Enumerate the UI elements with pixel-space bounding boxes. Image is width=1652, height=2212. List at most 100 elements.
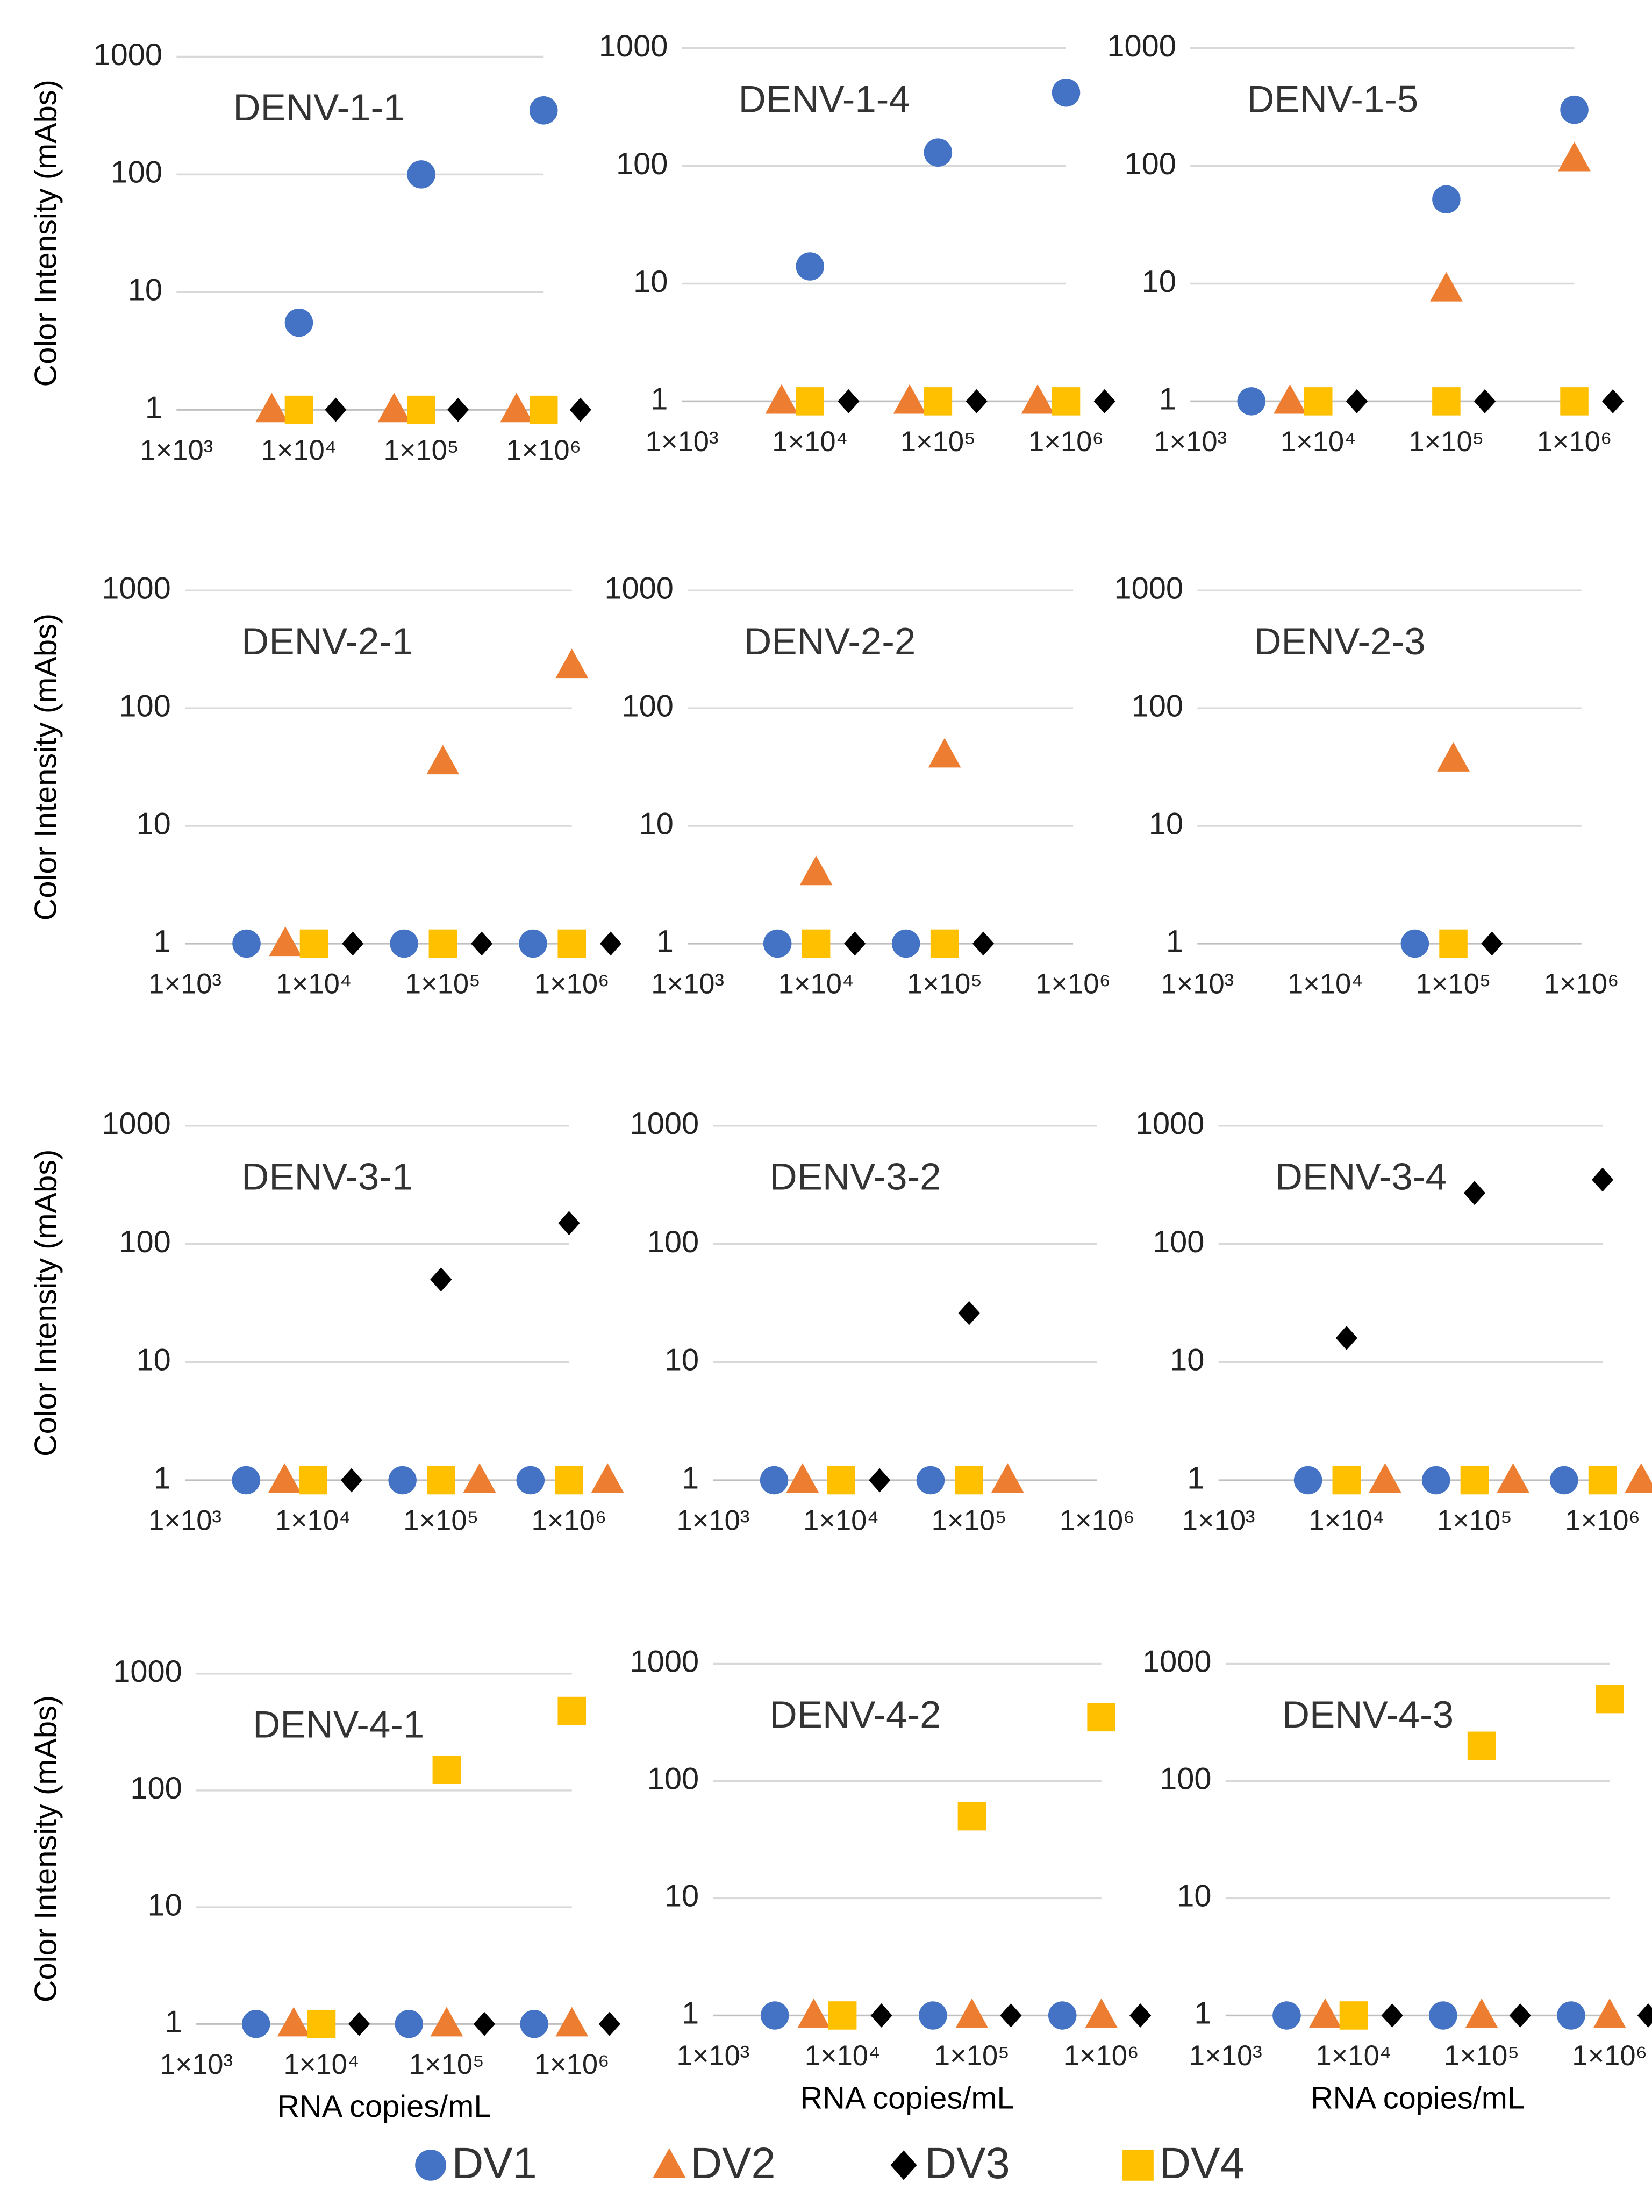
x-tick-label: 1×10⁴ [261,434,337,466]
point [555,1466,583,1495]
y-axis-label: Color Intensity (mAbs) [29,1695,63,2002]
y-tick-label: 1 [682,1996,699,2031]
point [1625,1463,1652,1493]
point [843,931,866,956]
y-tick-label: 10 [1177,1879,1211,1914]
point [555,2007,589,2037]
x-tick-label: 1×10⁶ [534,968,610,1000]
y-tick-label: 1000 [599,29,668,63]
point [1602,389,1624,413]
point [955,1466,983,1495]
y-tick-label: 1 [1159,382,1176,417]
x-tick-label: 1×10⁴ [772,426,848,458]
point [1052,387,1081,416]
chart-title: DENV-1-1 [233,87,404,129]
x-tick-label: 1×10³ [148,968,221,1000]
point [1093,389,1115,413]
point [1000,2003,1022,2028]
point [447,397,469,422]
point [1437,741,1470,772]
point [1560,95,1589,124]
x-tick-label: 1×10⁵ [1416,968,1491,1000]
point [268,1463,301,1493]
chart-title: DENV-4-2 [769,1694,941,1736]
point [869,1468,891,1493]
x-tick-label: 1×10³ [160,2049,233,2080]
point [958,1301,980,1325]
y-tick-label: 100 [621,689,673,723]
y-tick-label: 1 [656,924,674,959]
y-tick-label: 100 [119,1225,170,1259]
point [1381,2003,1403,2028]
y-tick-label: 10 [128,273,162,308]
point [340,1468,362,1493]
y-tick-label: 1000 [1107,29,1176,63]
x-tick-label: 1×10⁵ [384,434,459,466]
y-tick-label: 1000 [1142,1645,1212,1679]
point [463,1463,496,1493]
point [557,1696,586,1725]
y-tick-label: 100 [1160,1762,1211,1796]
point [516,1466,545,1495]
point [1335,1325,1357,1350]
point [1550,1466,1578,1495]
x-tick-label: 1×10⁴ [803,1505,879,1537]
x-tick-label: 1×10⁵ [1437,1505,1512,1537]
point [395,2009,424,2038]
point [786,1463,819,1493]
chart-title: DENV-1-5 [1247,78,1418,120]
x-tick-label: 1×10⁶ [534,2049,610,2080]
x-tick-label: 1×10⁴ [1281,426,1356,458]
point [799,855,833,886]
point [529,96,558,125]
x-tick-label: 1×10⁶ [506,434,581,466]
point [269,926,302,957]
point [838,389,860,413]
point [520,2009,548,2038]
point [1052,78,1081,107]
point [1085,1998,1118,2028]
point [430,2007,463,2037]
x-tick-label: 1×10⁴ [778,968,854,1000]
point [870,2003,892,2028]
x-tick-label: 1×10⁴ [276,968,352,1000]
y-tick-label: 1 [1187,1461,1204,1495]
point [1087,1703,1115,1732]
y-tick-label: 10 [639,807,674,841]
x-tick-label: 1×10⁵ [1408,426,1484,458]
x-tick-label: 1×10⁴ [1308,1505,1384,1537]
point [1400,929,1429,958]
point [591,1463,624,1493]
point [1560,387,1589,416]
point [1432,185,1461,214]
point [432,1756,461,1785]
point [529,395,558,424]
point [1637,2003,1652,2028]
point [1421,1466,1450,1495]
point [1588,1466,1617,1495]
point [427,1466,455,1495]
legend-label: DV3 [925,2139,1010,2188]
x-tick-label: 1×10³ [1161,968,1234,1000]
y-tick-label: 10 [1142,265,1176,299]
x-tick-label: 1×10³ [646,426,719,458]
point [1237,387,1266,416]
point [796,252,824,281]
x-tick-label: 1×10³ [1182,1505,1255,1537]
x-tick-label: 1×10³ [651,968,724,1000]
point [555,648,589,679]
y-axis-label: Color Intensity (mAbs) [29,613,63,921]
point [1346,389,1368,413]
y-axis-label: Color Intensity (mAbs) [29,1150,63,1457]
point [1430,272,1463,302]
point [916,1466,945,1495]
y-tick-label: 10 [633,265,668,299]
point [919,2001,947,2030]
legend-label: DV1 [452,2139,537,2188]
point [802,929,831,958]
x-axis-label: RNA copies/mL [1311,2081,1525,2115]
y-tick-label: 10 [664,1879,699,1914]
point [255,393,288,423]
y-tick-label: 1000 [630,1107,699,1141]
